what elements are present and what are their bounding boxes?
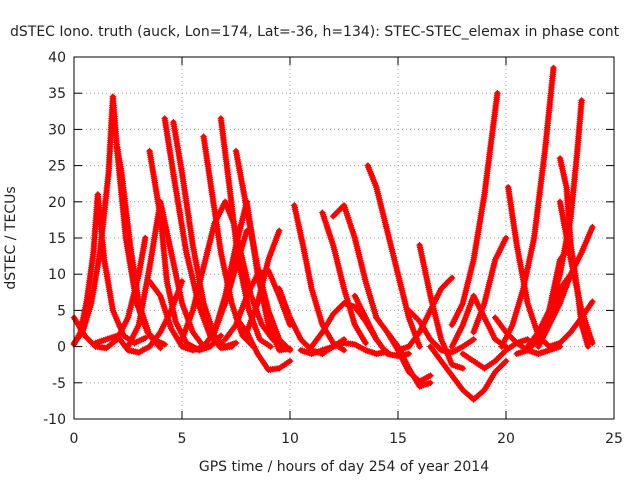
- series-markers: [291, 202, 348, 354]
- series-arc: [535, 223, 596, 350]
- series-arc: [178, 198, 237, 343]
- series-markers: [498, 64, 557, 350]
- y-tick-label: -5: [52, 376, 66, 392]
- series-markers: [200, 198, 250, 350]
- x-tick-label: 15: [389, 431, 407, 447]
- series-arc: [200, 198, 250, 350]
- series-arc: [405, 307, 477, 356]
- x-tick-label: 20: [497, 431, 515, 447]
- series-markers: [384, 328, 434, 390]
- y-tick-label: -10: [43, 412, 66, 428]
- series-arc: [470, 234, 510, 336]
- chart-title: dSTEC Iono. truth (auck, Lon=174, Lat=-3…: [10, 24, 620, 40]
- series-markers: [535, 223, 596, 350]
- series-arc: [448, 292, 510, 350]
- series-arc: [448, 90, 501, 329]
- series-markers: [243, 227, 283, 336]
- x-tick-label: 25: [605, 431, 623, 447]
- series-arc: [498, 64, 557, 350]
- series-markers: [178, 198, 237, 343]
- series-markers: [427, 343, 510, 403]
- y-tick-labels: -10 -5 0 5 10 15 20 25 30 35 40: [43, 50, 66, 428]
- y-tick-label: 40: [48, 50, 66, 66]
- series-arc: [384, 328, 434, 390]
- x-tick-label: 5: [178, 431, 187, 447]
- y-tick-label: 15: [48, 231, 66, 247]
- series-markers: [470, 234, 510, 336]
- series-arc: [297, 339, 391, 357]
- series-line: [291, 202, 347, 353]
- series-arc: [364, 162, 423, 350]
- series-markers: [459, 336, 531, 372]
- x-tick-label: 10: [281, 431, 299, 447]
- series-layer: [70, 64, 596, 403]
- series-markers: [297, 339, 391, 357]
- series-markers: [405, 307, 477, 356]
- y-tick-label: 35: [48, 86, 66, 102]
- x-tick-label: 0: [70, 431, 79, 447]
- y-tick-label: 30: [48, 122, 66, 138]
- x-tick-labels: 0 5 10 15 20 25: [70, 431, 623, 447]
- series-markers: [448, 292, 510, 350]
- series-arc: [243, 227, 283, 336]
- y-tick-label: 20: [48, 195, 66, 211]
- series-markers: [330, 202, 380, 321]
- y-axis-label: dSTEC / TECUs: [3, 186, 19, 289]
- y-tick-label: 0: [57, 340, 66, 356]
- series-markers: [448, 90, 501, 329]
- series-arc: [330, 202, 380, 321]
- series-markers: [232, 147, 294, 354]
- series-markers: [276, 357, 294, 372]
- series-arc: [161, 115, 235, 352]
- series-arc: [427, 343, 510, 403]
- series-arc: [276, 357, 294, 372]
- series-markers: [364, 162, 423, 350]
- x-axis-label: GPS time / hours of day 254 of year 2014: [199, 459, 489, 475]
- y-tick-label: 5: [57, 303, 66, 319]
- axis-ticks: [73, 56, 615, 420]
- series-arc: [232, 314, 283, 373]
- y-tick-label: 25: [48, 159, 66, 175]
- y-tick-label: 10: [48, 267, 66, 283]
